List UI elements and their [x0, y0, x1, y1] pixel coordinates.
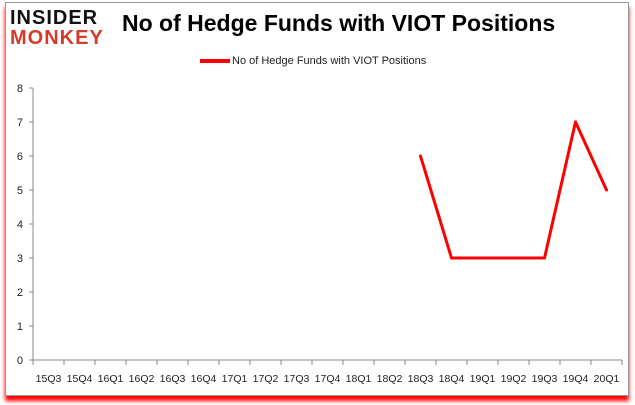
- data-point: [543, 256, 546, 260]
- x-tick-label: 16Q1: [98, 373, 124, 385]
- x-tick-label: 16Q3: [160, 373, 186, 385]
- data-point: [481, 256, 484, 260]
- y-tick-label: 7: [17, 117, 23, 129]
- logo-line2: MONKEY: [10, 27, 104, 49]
- y-tick-label: 3: [17, 253, 23, 265]
- x-tick-label: 17Q3: [284, 373, 310, 385]
- y-tick-label: 5: [17, 185, 23, 197]
- y-tick-label: 6: [17, 151, 23, 163]
- x-tick-label: 17Q2: [253, 373, 279, 385]
- data-point: [450, 256, 453, 260]
- x-tick-label: 20Q1: [594, 373, 620, 385]
- legend-label: No of Hedge Funds with VIOT Positions: [232, 55, 427, 67]
- x-tick-label: 18Q4: [439, 373, 465, 385]
- chart-title: No of Hedge Funds with VIOT Positions: [122, 10, 556, 36]
- data-point: [605, 188, 608, 192]
- x-tick-label: 16Q4: [191, 373, 217, 385]
- data-point: [512, 256, 515, 260]
- x-tick-label: 18Q2: [377, 373, 403, 385]
- x-tick-label: 15Q3: [36, 373, 62, 385]
- series-line: [419, 120, 608, 260]
- x-tick-label: 18Q1: [346, 373, 372, 385]
- y-tick-label: 4: [17, 219, 23, 231]
- logo-line1: INSIDER: [10, 7, 99, 29]
- x-tick-label: 19Q1: [470, 373, 496, 385]
- x-tick-label: 19Q2: [501, 373, 527, 385]
- chart-frame: [5, 2, 629, 396]
- y-tick-label: 0: [17, 355, 23, 367]
- x-tick-label: 19Q3: [532, 373, 558, 385]
- data-point: [574, 120, 577, 124]
- insider-monkey-logo: INSIDER MONKEY: [10, 8, 104, 48]
- legend-swatch: [200, 59, 230, 63]
- x-tick-label: 15Q4: [67, 373, 93, 385]
- y-tick-label: 8: [17, 83, 23, 95]
- data-point: [419, 154, 422, 158]
- y-tick-label: 1: [17, 321, 23, 333]
- x-tick-label: 18Q3: [408, 373, 434, 385]
- x-tick-label: 17Q1: [222, 373, 248, 385]
- x-tick-label: 16Q2: [129, 373, 155, 385]
- y-tick-label: 2: [17, 287, 23, 299]
- legend: No of Hedge Funds with VIOT Positions: [200, 55, 426, 67]
- x-tick-label: 17Q4: [315, 373, 341, 385]
- x-tick-label: 19Q4: [563, 373, 589, 385]
